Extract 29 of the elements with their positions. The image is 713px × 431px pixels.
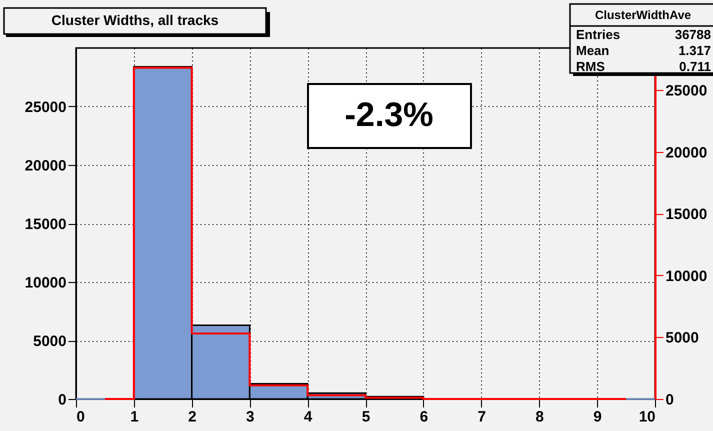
text: Entries 36788 — [576, 27, 711, 42]
x-tick-label: 1 — [130, 408, 139, 426]
y-tick-label: 10000 — [24, 274, 66, 292]
chart-title: Cluster Widths, all tracks — [51, 12, 219, 28]
x-tick-label: 7 — [478, 408, 486, 426]
y2-tick-label: 15000 — [666, 206, 708, 224]
text: RMS 0.711 — [576, 59, 711, 74]
x-tick-label: 10 — [638, 408, 656, 426]
y2-tick-label: 0 — [666, 392, 674, 408]
x-tick-label: 6 — [420, 408, 428, 426]
y-tick-label: 20000 — [24, 158, 66, 174]
y2-tick-label: 5000 — [666, 330, 699, 347]
y-tick-label: 25000 — [24, 99, 66, 116]
x-tick-label: 5 — [362, 408, 370, 426]
y2-tick-label: 25000 — [666, 82, 708, 100]
y2-tick-label: 20000 — [666, 144, 708, 162]
x-tick-label: 3 — [246, 408, 254, 426]
text: ClusterWidthAve — [594, 8, 692, 22]
y-tick-label: 0 — [58, 392, 66, 408]
text: Mean 1.317 — [576, 43, 711, 58]
x-tick-label: 4 — [304, 408, 313, 426]
y2-tick-label: 10000 — [666, 268, 708, 285]
y-tick-label: 5000 — [33, 333, 66, 350]
x-tick-label: 9 — [593, 408, 602, 426]
x-tick-label: 0 — [76, 408, 85, 426]
y-tick-label: 15000 — [24, 216, 66, 233]
annotation: -2.3% — [344, 96, 434, 134]
x-tick-label: 8 — [536, 408, 544, 426]
x-tick-label: 2 — [188, 408, 196, 426]
